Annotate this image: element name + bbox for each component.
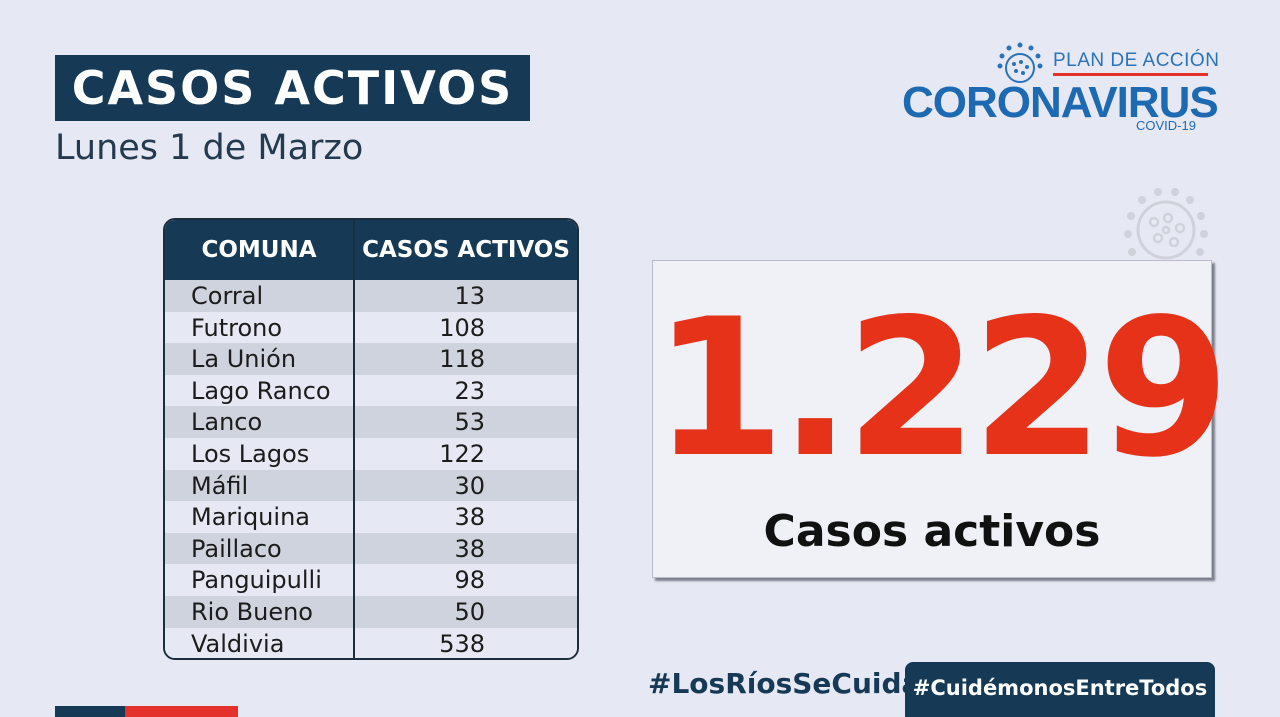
- table-row: Lanco 53: [165, 406, 577, 438]
- table-row: Futrono 108: [165, 311, 577, 344]
- casos-cell: 50: [454, 597, 485, 626]
- comuna-cell: Valdivia: [165, 627, 355, 658]
- table-row: Mariquina 38: [165, 501, 577, 533]
- casos-cell: 13: [454, 282, 485, 310]
- casos-cell: 538: [439, 629, 485, 658]
- casos-cell: 108: [439, 313, 485, 342]
- table-row: Lago Ranco 23: [165, 374, 577, 407]
- header-comuna: COMUNA: [165, 220, 355, 280]
- header-casos-activos: CASOS ACTIVOS: [362, 237, 570, 263]
- page-title: CASOS ACTIVOS: [55, 55, 530, 121]
- table-row: Rio Bueno 50: [165, 595, 577, 628]
- table-row: La Unión 118: [165, 343, 577, 375]
- virus-icon: [997, 42, 1043, 83]
- casos-cell: 38: [454, 534, 485, 563]
- comuna-cell: Los Lagos: [165, 437, 355, 470]
- comuna-cell: Lanco: [165, 406, 355, 438]
- table-row: Paillaco 38: [165, 532, 577, 565]
- cases-table: COMUNA CASOS ACTIVOS Corral 13 Futrono 1…: [163, 218, 579, 660]
- logo-covid-text: COVID-19: [1136, 118, 1196, 133]
- total-cases-card: 1.229 Casos activos: [652, 260, 1230, 578]
- comuna-cell: Panguipulli: [165, 564, 355, 596]
- comuna-cell: Rio Bueno: [165, 595, 355, 628]
- table-row: Corral 13: [165, 280, 577, 312]
- hashtag-los-rios: #LosRíosSeCuida: [648, 667, 921, 700]
- comuna-cell: Máfil: [165, 469, 355, 502]
- virus-decoration-icon: [1124, 188, 1208, 260]
- table-header: COMUNA CASOS ACTIVOS: [165, 220, 577, 280]
- comuna-cell: Futrono: [165, 311, 355, 344]
- bottom-bar-blue: [55, 706, 125, 717]
- coronavirus-logo: PLAN DE ACCIÓN CORONAVIRUS COVID-19: [900, 38, 1220, 138]
- casos-cell: 98: [454, 566, 485, 595]
- logo-red-line: [1053, 73, 1208, 76]
- comuna-cell: Mariquina: [165, 501, 355, 533]
- comuna-cell: Lago Ranco: [165, 374, 355, 407]
- casos-cell: 23: [454, 376, 485, 405]
- date-subtitle: Lunes 1 de Marzo: [55, 128, 364, 168]
- casos-cell: 118: [439, 345, 485, 374]
- total-cases-number: 1.229: [653, 278, 1230, 499]
- total-cases-label: Casos activos: [763, 506, 1101, 557]
- hashtag-cuidemonos: #CuidémonosEntreTodos: [905, 662, 1215, 717]
- casos-cell: 30: [454, 471, 485, 500]
- table-row: Panguipulli 98: [165, 564, 577, 596]
- bottom-bar-red: [125, 706, 238, 717]
- casos-cell: 122: [439, 439, 485, 468]
- table-row: Valdivia 538: [165, 627, 577, 658]
- logo-coronavirus-text: CORONAVIRUS: [902, 78, 1219, 127]
- comuna-cell: La Unión: [165, 343, 355, 375]
- table-row: Máfil 30: [165, 469, 577, 502]
- table-row: Los Lagos 122: [165, 437, 577, 470]
- casos-cell: 38: [454, 503, 485, 532]
- comuna-cell: Corral: [165, 280, 355, 312]
- casos-cell: 53: [454, 408, 485, 437]
- comuna-cell: Paillaco: [165, 532, 355, 565]
- logo-plan-text: PLAN DE ACCIÓN: [1053, 50, 1220, 71]
